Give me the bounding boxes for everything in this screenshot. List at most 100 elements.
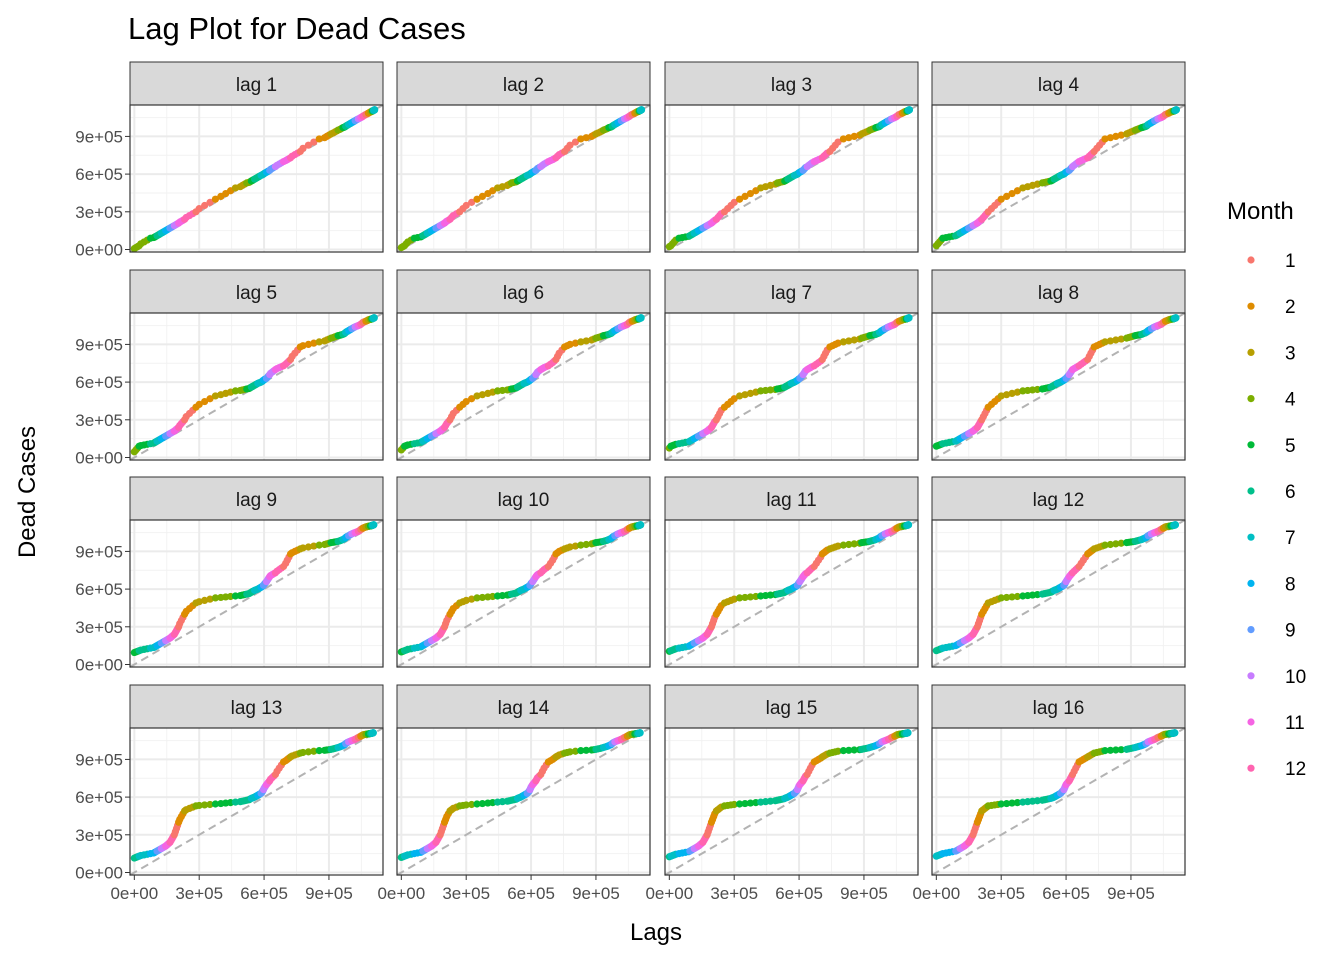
y-tick-label: 3e+05 [75, 411, 123, 430]
data-point [299, 342, 307, 350]
legend-swatch [1247, 395, 1255, 403]
x-tick-label: 9e+05 [1107, 884, 1155, 903]
data-point [571, 542, 579, 550]
x-tick-label: 9e+05 [305, 884, 353, 903]
data-point [905, 106, 914, 114]
facet-panel: lag 4 [931, 61, 1186, 253]
legend-label: 6 [1285, 482, 1296, 503]
facet-panel: lag 1 0e+00 3e+05 6e+05 9e+05 [75, 61, 384, 259]
legend-swatch [1247, 302, 1255, 310]
y-tick-label: 9e+05 [75, 542, 123, 561]
data-point [473, 594, 481, 602]
data-point [299, 144, 307, 152]
data-point [1117, 131, 1125, 139]
data-point [468, 800, 476, 809]
y-tick-label: 0e+00 [75, 655, 123, 674]
reference-line [931, 727, 1186, 876]
data-point [571, 339, 579, 347]
panel-border [664, 727, 919, 876]
data-point [997, 195, 1005, 203]
data-point [834, 339, 842, 347]
facet-label: lag 2 [503, 75, 544, 96]
legend-label: 4 [1285, 390, 1296, 411]
data-point [195, 801, 203, 810]
data-point [730, 595, 738, 603]
data-point [582, 134, 590, 142]
y-tick-label: 3e+05 [75, 203, 123, 222]
data-point [1003, 192, 1011, 201]
facet-label: lag 14 [498, 698, 550, 719]
data-point [1008, 799, 1016, 807]
data-point [1003, 593, 1011, 602]
data-point [462, 201, 470, 210]
data-point [468, 198, 476, 206]
legend-swatch [1247, 348, 1255, 356]
data-point [637, 106, 646, 114]
facet-label: lag 7 [771, 283, 812, 304]
x-tick-label: 0e+00 [110, 884, 158, 903]
legend-swatch [1247, 764, 1255, 772]
facet-panel: lag 15 0e+00 3e+05 6e+05 9e+05 [645, 684, 919, 903]
data-point [1008, 389, 1016, 398]
y-tick-label: 9e+05 [75, 750, 123, 769]
data-point [195, 598, 203, 606]
data-point [730, 198, 738, 206]
x-tick-label: 6e+05 [507, 884, 555, 903]
data-point [310, 339, 318, 347]
data-point [1172, 314, 1180, 322]
facet-label: lag 8 [1038, 283, 1079, 304]
facet-strip [396, 684, 651, 729]
data-point [746, 593, 755, 601]
data-point [206, 198, 214, 206]
data-point [201, 801, 209, 809]
data-point [850, 336, 858, 344]
y-tick-label: 6e+05 [75, 788, 123, 807]
data-point [904, 521, 913, 529]
panel-border [129, 312, 384, 461]
facet-panel: lag 7 [664, 269, 919, 461]
legend-swatch [1247, 626, 1255, 634]
data-point [370, 314, 378, 322]
data-point [211, 195, 220, 203]
facet-panel: lag 10 [396, 476, 651, 668]
data-point [1117, 539, 1125, 547]
panel-border [931, 727, 1186, 876]
facet-panel: lag 14 0e+00 3e+05 6e+05 9e+05 [377, 684, 651, 903]
facet-strip [396, 61, 651, 106]
legend-title: Month [1227, 198, 1294, 225]
data-point [577, 135, 585, 143]
data-point [736, 594, 744, 602]
y-tick-label: 0e+00 [75, 448, 123, 467]
data-point [834, 138, 842, 146]
facet-strip [664, 61, 919, 106]
data-point [1008, 593, 1016, 601]
panel-border [664, 312, 919, 461]
reference-line [129, 727, 384, 876]
data-point [315, 338, 323, 346]
facet-strip [931, 61, 1186, 106]
data-point [1013, 798, 1022, 807]
legend-label: 2 [1285, 297, 1296, 318]
data-point [211, 594, 220, 602]
legend-swatch [1247, 579, 1255, 588]
data-point [462, 397, 470, 406]
panel-border [396, 312, 651, 461]
data-point [299, 544, 307, 552]
data-point [473, 800, 481, 808]
data-point [1101, 338, 1109, 346]
data-point [839, 338, 847, 346]
facet-strip [396, 476, 651, 521]
data-point [1106, 134, 1114, 142]
data-point [904, 729, 912, 737]
data-point [1106, 337, 1114, 345]
data-point [369, 729, 377, 737]
x-tick-label: 6e+05 [775, 884, 823, 903]
data-point [571, 747, 579, 755]
facet-label: lag 4 [1038, 75, 1080, 96]
data-point [845, 337, 853, 345]
data-point [1112, 746, 1120, 754]
data-point [1013, 388, 1022, 396]
data-point [1106, 540, 1114, 549]
data-point [304, 141, 312, 149]
